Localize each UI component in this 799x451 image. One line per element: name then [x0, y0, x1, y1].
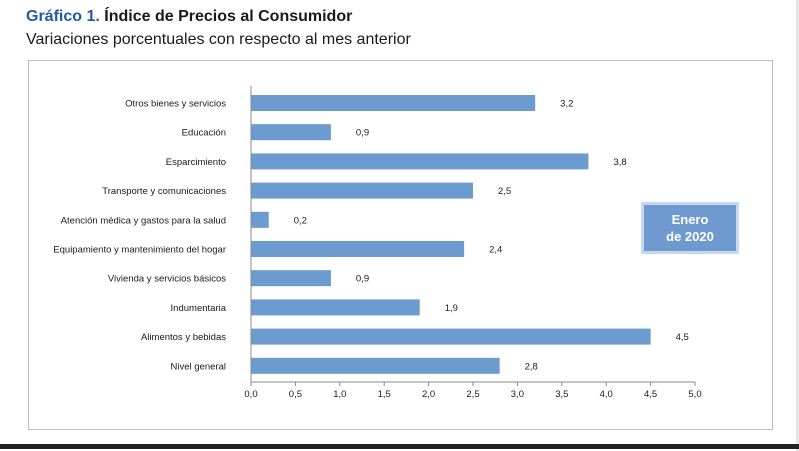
chart-title-main: Índice de Precios al Consumidor [104, 8, 353, 25]
chart-subtitle: Variaciones porcentuales con respecto al… [26, 31, 411, 48]
x-tick-label: 4,0 [600, 389, 613, 400]
bar [251, 357, 500, 374]
chart-title: Gráfico 1. Índice de Precios al Consumid… [26, 8, 352, 26]
value-label: 0,2 [294, 215, 307, 226]
period-badge-line2: de 2020 [666, 229, 714, 244]
x-tick-label: 0,0 [244, 389, 257, 400]
category-label: Otros bienes y servicios [125, 99, 226, 110]
bar [251, 182, 473, 199]
value-label: 2,5 [498, 186, 511, 197]
category-label: Educación [182, 128, 226, 139]
category-label: Esparcimiento [166, 157, 226, 168]
x-tick-label: 2,5 [466, 389, 479, 400]
x-tick-label: 3,5 [555, 389, 568, 400]
bar [251, 153, 589, 170]
x-tick-label: 1,5 [378, 389, 391, 400]
category-label: Atención médica y gastos para la salud [61, 215, 226, 226]
bar [251, 211, 269, 228]
value-label: 2,8 [525, 361, 538, 372]
value-label: 0,9 [356, 128, 369, 139]
category-label: Transporte y comunicaciones [102, 186, 226, 197]
x-tick-label: 2,0 [422, 389, 435, 400]
value-label: 2,4 [489, 245, 502, 256]
x-tick-label: 3,0 [511, 389, 524, 400]
category-label: Vivienda y servicios básicos [108, 274, 226, 285]
bar [251, 124, 331, 141]
x-tick-label: 4,5 [644, 389, 657, 400]
bar [251, 270, 331, 287]
x-tick-label: 5,0 [688, 389, 701, 400]
right-edge-rule [796, 0, 799, 451]
value-label: 1,9 [445, 303, 458, 314]
bar [251, 299, 420, 316]
category-label: Nivel general [171, 361, 226, 372]
value-label: 3,2 [560, 99, 573, 110]
category-label: Indumentaria [171, 303, 227, 314]
value-label: 0,9 [356, 274, 369, 285]
bar [251, 328, 651, 345]
value-label: 4,5 [676, 332, 689, 343]
value-label: 3,8 [613, 157, 626, 168]
x-tick-label: 0,5 [289, 389, 302, 400]
bottom-edge-rule [0, 444, 799, 449]
x-tick-label: 1,0 [333, 389, 346, 400]
category-label: Equipamiento y mantenimiento del hogar [53, 245, 226, 256]
bar [251, 95, 536, 111]
period-badge-line1: Enero [671, 212, 709, 227]
chart-title-prefix: Gráfico 1. [26, 8, 100, 25]
bar [251, 241, 465, 257]
period-badge: Enero de 2020 [641, 202, 739, 254]
category-label: Alimentos y bebidas [141, 332, 226, 343]
